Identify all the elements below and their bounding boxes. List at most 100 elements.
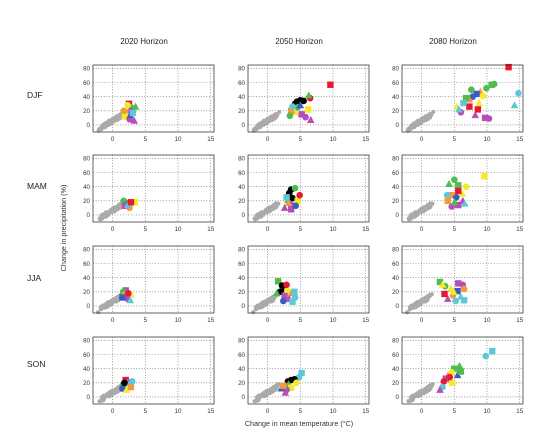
y-tick-label: 40 [83,94,90,101]
data-point-green [445,179,453,187]
data-point-yellow [479,92,487,100]
data-point-cyan [482,352,490,360]
data-point-cyan [291,288,298,296]
baseline-point [413,212,418,217]
baseline-point [424,295,429,300]
panel-djf-0: 0 5 10 15 0 20 40 60 80 [83,64,215,143]
data-point-green [483,84,490,92]
panel-frame [401,154,524,223]
baseline-point [257,393,262,398]
data-point-red [125,289,132,297]
data-point-red [327,81,334,88]
baseline-point [102,393,107,398]
y-tick-label: 80 [392,156,399,163]
data-point-yellow [294,197,301,205]
data-point-red [474,106,482,113]
baseline-point [416,390,421,395]
panel-son-1: 0 5 10 15 0 20 40 60 80 [238,336,370,415]
y-tick-label: 0 [87,303,91,310]
data-point-red [440,378,448,385]
y-tick-label: 0 [87,122,91,129]
data-point-blue [292,202,300,210]
data-point-magenta [442,375,450,382]
baseline-point [427,112,433,117]
baseline-point [115,295,120,300]
data-point-cyan [443,191,451,199]
x-tick-label: 5 [453,226,457,233]
x-tick-label: 0 [266,317,270,324]
y-tick-label: 80 [392,66,399,73]
panel-jja-1: 0 5 10 15 0 20 40 60 80 [238,245,370,324]
panel-mam-1: 0 5 10 15 0 20 40 60 80 [238,154,370,233]
baseline-point [419,208,424,213]
panel-frame [92,154,215,223]
data-point-magenta [481,114,489,122]
baseline-point [110,299,115,304]
x-tick-label: 0 [111,408,115,415]
row-label-son: SON [27,359,45,369]
baseline-point [107,390,112,395]
data-point-cyan [455,105,463,113]
y-tick-label: 80 [83,66,90,73]
panel-frame [401,336,524,405]
baseline-point [257,121,263,126]
panel-frame [247,245,370,314]
baseline-point [106,121,111,126]
panel-frame [401,64,524,133]
data-point-black [121,379,128,387]
baseline-point [411,121,417,126]
y-tick-label: 0 [242,212,246,219]
baseline-point [256,397,261,403]
data-point-magenta [455,201,462,209]
column-title-2050: 2050 Horizon [275,37,323,46]
y-tick-label: 40 [392,94,399,101]
data-point-yellow [448,368,456,376]
baseline-point [274,383,279,388]
x-tick-label: 10 [330,317,337,324]
baseline-point [272,206,277,211]
data-point-cyan [452,297,459,305]
data-point-green [286,112,294,120]
x-tick-label: 5 [299,226,303,233]
column-title-2020: 2020 Horizon [120,37,168,46]
data-point-yellow [131,199,139,206]
y-tick-label: 40 [392,184,399,191]
data-point-yellow [449,379,456,387]
x-tick-label: 10 [175,317,182,324]
baseline-point [259,301,264,306]
data-point-green [462,94,470,102]
y-tick-label: 60 [392,80,399,87]
panel-frame [247,154,370,223]
data-point-green [457,368,465,375]
baseline-point [431,109,436,115]
y-tick-label: 0 [242,303,246,310]
data-point-yellow [124,101,131,109]
baseline-point [408,127,413,132]
data-point-yellow [458,189,466,197]
y-tick-label: 0 [242,394,246,401]
y-tick-label: 0 [87,212,91,219]
data-point-yellow [449,287,458,295]
y-tick-label: 80 [238,156,245,163]
x-tick-label: 10 [484,408,491,415]
data-point-green [490,80,498,88]
x-tick-label: 5 [453,317,457,324]
x-tick-label: 5 [144,136,148,143]
y-tick-label: 80 [392,338,399,345]
data-point-cyan [298,369,305,377]
data-point-cyan [460,99,467,107]
baseline-point [255,305,260,310]
baseline-point [411,393,416,398]
baseline-point [261,121,266,126]
baseline-point [274,201,279,206]
y-tick-label: 60 [238,352,245,359]
baseline-point [270,295,275,300]
data-point-yellow [462,183,470,191]
data-point-blue [453,371,462,379]
y-tick-label: 20 [83,380,90,387]
baseline-point [413,301,418,306]
y-tick-label: 60 [392,261,399,268]
panel-son-2: 0 5 10 15 0 20 40 60 80 [392,336,524,415]
y-tick-label: 20 [238,380,245,387]
y-tick-label: 40 [238,94,245,101]
